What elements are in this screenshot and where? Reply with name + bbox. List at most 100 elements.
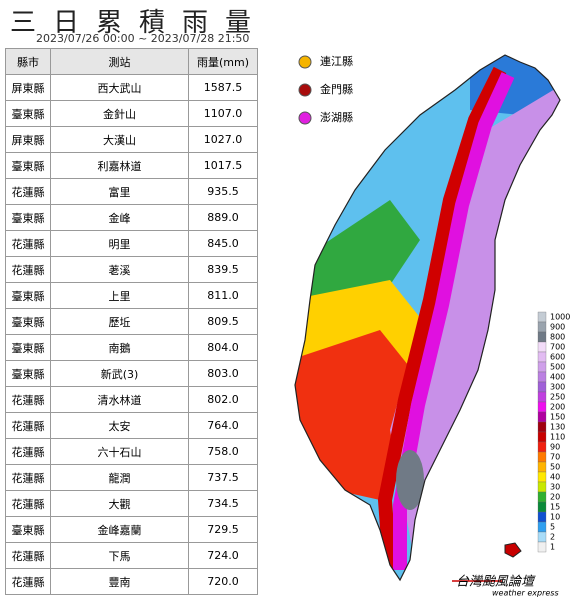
table-cell: 1027.0 (188, 126, 258, 153)
legend-marker (298, 83, 312, 97)
table-row: 臺東縣 南鵝 804.0 (5, 334, 258, 361)
scale-label: 70 (550, 453, 560, 462)
taiwan-map (295, 55, 560, 580)
scale-swatch (537, 381, 547, 393)
scale-swatch (537, 471, 547, 483)
scale-swatch (537, 351, 547, 363)
table-cell: 南鵝 (50, 334, 189, 361)
table-row: 臺東縣 上里 811.0 (5, 282, 258, 309)
scale-label: 40 (550, 473, 560, 482)
table-row: 臺東縣 利嘉林道 1017.5 (5, 152, 258, 179)
table-cell: 龍潤 (50, 464, 189, 491)
table-cell: 臺東縣 (5, 282, 51, 309)
table-row: 臺東縣 金峰嘉蘭 729.5 (5, 516, 258, 543)
scale-label: 10 (550, 513, 560, 522)
table-cell: 花蓮縣 (5, 386, 51, 413)
scale-swatch (537, 481, 547, 493)
table-cell: 臺東縣 (5, 516, 51, 543)
table-cell: 臺東縣 (5, 360, 51, 387)
table-cell: 729.5 (188, 516, 258, 543)
table-cell: 臺東縣 (5, 334, 51, 361)
scale-swatch (537, 311, 547, 323)
table-cell: 720.0 (188, 568, 258, 595)
watermark-subtitle: weather express (492, 589, 559, 598)
scale-swatch (537, 361, 547, 373)
scale-label: 90 (550, 443, 560, 452)
coastline (294, 54, 561, 582)
scale-swatch (537, 421, 547, 433)
table-cell: 新武(3) (50, 360, 189, 387)
table-cell: 935.5 (188, 178, 258, 205)
table-cell: 845.0 (188, 230, 258, 257)
scale-swatch (537, 431, 547, 443)
scale-swatch (537, 541, 547, 553)
table-cell: 豐南 (50, 568, 189, 595)
table-cell: 臺東縣 (5, 100, 51, 127)
table-cell: 西大武山 (50, 74, 189, 101)
table-row: 花蓮縣 明里 845.0 (5, 230, 258, 257)
table-cell: 花蓮縣 (5, 178, 51, 205)
table-row: 花蓮縣 大觀 734.5 (5, 490, 258, 517)
table-cell: 六十石山 (50, 438, 189, 465)
scale-label: 1000 (550, 313, 570, 322)
table-cell: 金針山 (50, 100, 189, 127)
scale-label: 600 (550, 353, 565, 362)
table-cell: 上里 (50, 282, 189, 309)
table-row: 臺東縣 新武(3) 803.0 (5, 360, 258, 387)
scale-label: 20 (550, 493, 560, 502)
table-cell: 下馬 (50, 542, 189, 569)
table-cell: 大觀 (50, 490, 189, 517)
table-cell: 811.0 (188, 282, 258, 309)
table-cell: 花蓮縣 (5, 464, 51, 491)
table-cell: 歷坵 (50, 308, 189, 335)
table-row: 花蓮縣 龍潤 737.5 (5, 464, 258, 491)
legend-marker (298, 55, 312, 69)
legend-marker (298, 111, 312, 125)
table-cell: 花蓮縣 (5, 412, 51, 439)
table-cell: 764.0 (188, 412, 258, 439)
table-row: 花蓮縣 豐南 720.0 (5, 568, 258, 595)
table-cell: 花蓮縣 (5, 490, 51, 517)
scale-label: 15 (550, 503, 560, 512)
table-cell: 清水林道 (50, 386, 189, 413)
header-cell: 測站 (50, 48, 189, 75)
table-cell: 889.0 (188, 204, 258, 231)
island (504, 542, 522, 558)
scale-label: 500 (550, 363, 565, 372)
table-row: 花蓮縣 六十石山 758.0 (5, 438, 258, 465)
legend-label: 澎湖縣 (320, 111, 353, 124)
table-cell: 花蓮縣 (5, 542, 51, 569)
table-cell: 804.0 (188, 334, 258, 361)
scale-label: 250 (550, 393, 565, 402)
table-cell: 809.5 (188, 308, 258, 335)
scale-label: 2 (550, 533, 555, 542)
scale-label: 130 (550, 423, 565, 432)
color-scale: 1000900800700600500400300250200150130110… (537, 311, 570, 553)
scale-label: 300 (550, 383, 565, 392)
legend-label: 金門縣 (320, 82, 353, 96)
table-cell: 臺東縣 (5, 152, 51, 179)
table-row: 屏東縣 大漢山 1027.0 (5, 126, 258, 153)
table-cell: 屏東縣 (5, 74, 51, 101)
table-cell: 屏東縣 (5, 126, 51, 153)
table-cell: 花蓮縣 (5, 438, 51, 465)
scale-label: 200 (550, 403, 565, 412)
table-cell: 724.0 (188, 542, 258, 569)
scale-label: 5 (550, 523, 555, 532)
scale-label: 1 (550, 543, 555, 552)
header-cell: 縣市 (5, 48, 51, 75)
scale-swatch (537, 331, 547, 343)
scale-swatch (537, 341, 547, 353)
scale-swatch (537, 441, 547, 453)
rain-table: 縣市 測站 雨量(mm) 屏東縣 西大武山 1587.5 臺東縣 金針山 1107.0 屏東縣 大漢… (5, 48, 258, 595)
table-cell: 1107.0 (188, 100, 258, 127)
scale-label: 700 (550, 343, 565, 352)
scale-label: 50 (550, 463, 560, 472)
table-cell: 803.0 (188, 360, 258, 387)
legend-label: 連江縣 (320, 54, 353, 68)
table-cell: 明里 (50, 230, 189, 257)
table-cell: 臺東縣 (5, 204, 51, 231)
scale-swatch (537, 461, 547, 473)
